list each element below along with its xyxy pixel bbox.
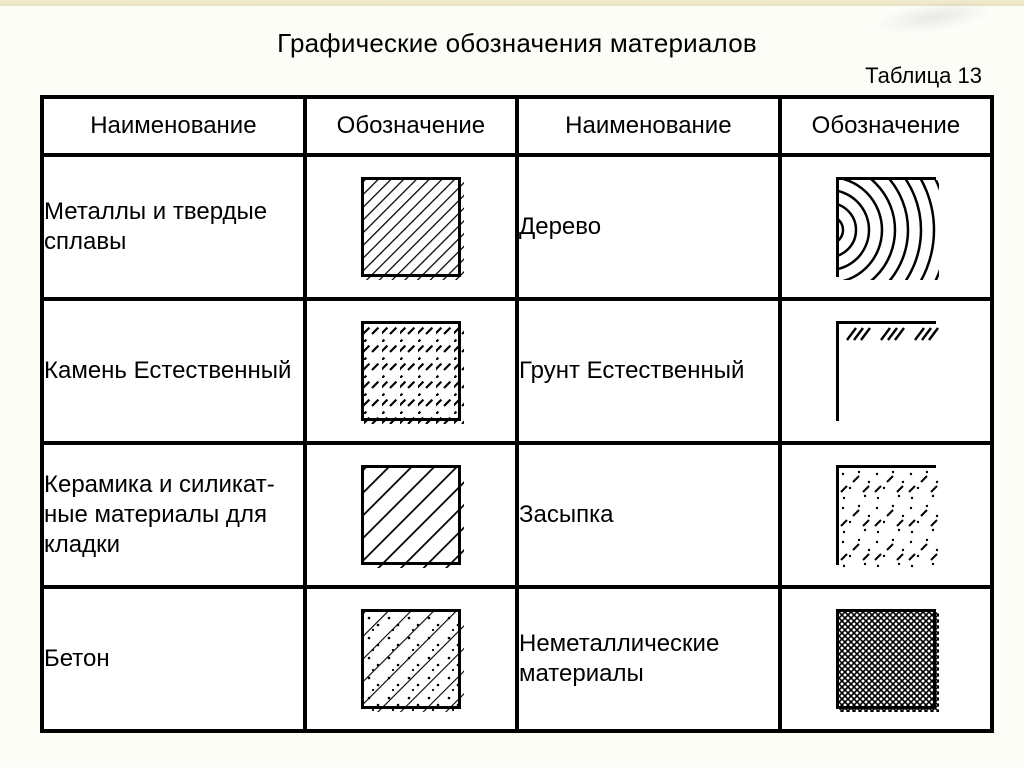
table-row: Металлы и твердые сплавы Дерево [42, 155, 992, 299]
material-swatch-cell [305, 443, 517, 587]
material-name: Неметаллические материалы [517, 587, 780, 731]
col-symbol-1: Обозначение [305, 97, 517, 155]
materials-table: Наименование Обозначение Наименование Об… [40, 95, 994, 733]
wood-swatch [836, 177, 936, 277]
nonmetal-swatch [836, 609, 936, 709]
material-swatch-cell [305, 155, 517, 299]
col-symbol-2: Обозначение [780, 97, 992, 155]
material-swatch-cell [780, 587, 992, 731]
table-row: Камень Естественный Грунт Естественный [42, 299, 992, 443]
table-label: Таблица 13 [40, 63, 982, 89]
col-name-1: Наименование [42, 97, 305, 155]
metal-swatch [361, 177, 461, 277]
material-swatch-cell [780, 299, 992, 443]
page-top-rule [0, 0, 1024, 6]
material-swatch-cell [305, 299, 517, 443]
material-name: Бетон [42, 587, 305, 731]
soil-swatch [836, 321, 936, 421]
table-row: Керамика и силикат-ные материалы для кла… [42, 443, 992, 587]
material-name: Засыпка [517, 443, 780, 587]
material-name: Камень Естественный [42, 299, 305, 443]
material-name: Керамика и силикат-ные материалы для кла… [42, 443, 305, 587]
stone-swatch [361, 321, 461, 421]
table-header-row: Наименование Обозначение Наименование Об… [42, 97, 992, 155]
material-name: Металлы и твердые сплавы [42, 155, 305, 299]
material-swatch-cell [780, 443, 992, 587]
material-swatch-cell [305, 587, 517, 731]
page-title: Графические обозначения материалов [40, 28, 994, 59]
material-name: Грунт Естественный [517, 299, 780, 443]
concrete-swatch [361, 609, 461, 709]
col-name-2: Наименование [517, 97, 780, 155]
table-row: Бетон Неметаллические материалы [42, 587, 992, 731]
material-swatch-cell [780, 155, 992, 299]
fill-swatch [836, 465, 936, 565]
ceramic-swatch [361, 465, 461, 565]
material-name: Дерево [517, 155, 780, 299]
